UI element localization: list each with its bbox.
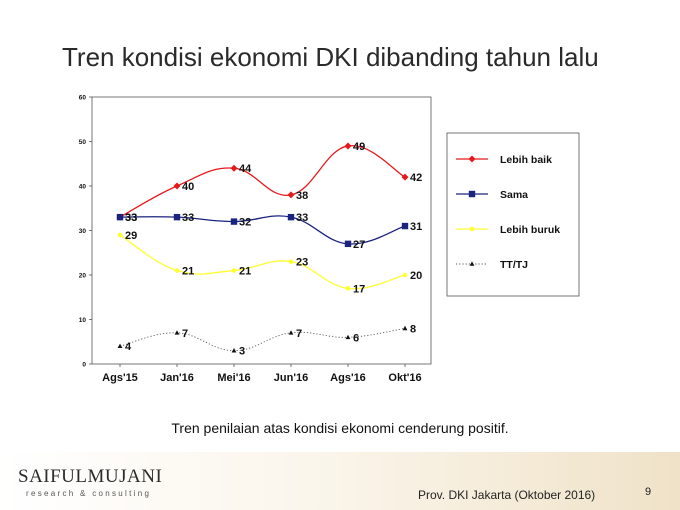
data-point [287,191,295,199]
legend-label: Sama [500,189,528,201]
data-point [117,232,123,238]
data-label: 40 [182,181,194,193]
data-point [173,213,181,221]
y-tick-label: 60 [79,95,87,102]
page-number: 9 [645,486,652,498]
data-label: 4 [125,341,132,353]
y-tick-label: 10 [79,317,87,324]
data-label: 8 [410,323,416,335]
legend-swatch-marker [468,190,476,198]
plot-area [91,96,432,365]
y-axis: 0 10 20 30 40 50 60 [79,95,92,369]
x-tick-label: Okt'16 [388,372,421,384]
data-label: 33 [182,212,194,224]
x-tick-label: Jun'16 [274,372,308,384]
legend-label: Lebih buruk [500,224,560,236]
legend-swatch-marker [469,226,475,232]
series-line [119,234,406,290]
data-label: 44 [239,163,252,175]
data-point [345,286,351,291]
data-label: 33 [125,212,137,224]
data-label: 23 [296,257,308,269]
data-point [117,343,123,348]
x-tick-label: Mei'16 [217,372,250,384]
y-tick-label: 30 [79,228,87,235]
legend: Lebih baik Sama Lebih buruk TT/TJ [456,154,560,271]
data-point [288,330,294,335]
data-label: 33 [296,212,308,224]
data-label: 31 [410,221,422,233]
data-label: 21 [239,266,251,278]
data-point [174,330,180,335]
legend-label: TT/TJ [500,259,528,271]
data-label: 7 [182,328,188,340]
data-point [231,268,237,273]
data-point [344,142,352,150]
data-label: 6 [353,332,359,344]
data-point [401,222,409,230]
data-label: 3 [239,346,245,358]
series-line [119,215,406,245]
data-point [402,272,408,278]
slide-caption: Tren penilaian atas kondisi ekonomi cend… [171,420,509,436]
data-point [402,325,408,331]
series-line [119,145,406,218]
x-tick-label: Jan'16 [160,372,194,384]
data-point [116,213,124,221]
data-label: 20 [410,270,422,282]
data-point [401,173,409,181]
footer-source: Prov. DKI Jakarta (Oktober 2016) [418,488,596,502]
data-label: 33 [125,212,137,224]
y-tick-label: 40 [79,184,87,191]
data-label: 17 [353,283,365,295]
data-point [230,164,238,172]
data-point [173,182,181,190]
series-markers [116,142,409,353]
data-label: 7 [296,328,302,340]
data-point [345,334,351,340]
legend-swatch-marker [468,155,476,163]
data-label: 29 [125,230,137,242]
data-label: 49 [353,141,365,153]
legend-box [446,132,580,297]
x-tick-label: Ags'16 [330,372,366,384]
data-label: 42 [410,172,422,184]
data-label: 21 [182,266,194,278]
y-tick-label: 0 [82,362,86,369]
data-point [231,348,237,353]
data-point [288,259,294,264]
data-label: 38 [296,190,308,202]
legend-label: Lebih baik [500,154,552,166]
logo-tagline: research & consulting [26,489,152,498]
x-axis: Ags'15 Jan'16 Mei'16 Jun'16 Ags'16 Okt'16 [102,364,422,384]
data-point [230,218,238,225]
legend-swatch-marker [469,261,475,266]
slide-title: Tren kondisi ekonomi DKI dibanding tahun… [62,42,599,72]
data-point [344,240,352,248]
y-tick-label: 50 [79,139,87,146]
series-lines [119,145,406,352]
data-point [174,268,180,273]
x-tick-label: Ags'15 [102,372,138,384]
data-label: 32 [239,217,251,229]
footer-band [0,452,680,510]
data-point [287,213,295,221]
logo-wordmark: SAIFULMUJANI [18,466,163,487]
data-label: 27 [353,239,365,251]
y-tick-label: 20 [79,273,87,280]
